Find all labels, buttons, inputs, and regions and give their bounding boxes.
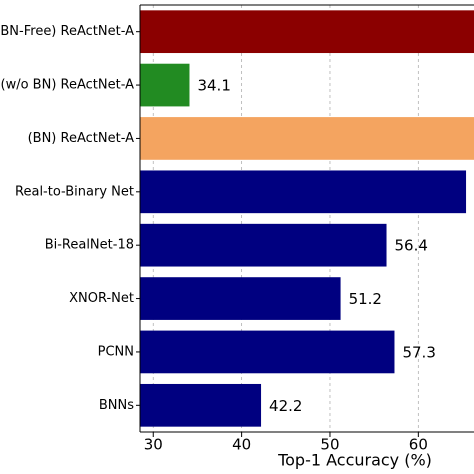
x-tick-label: 50: [320, 436, 339, 454]
value-label: 57.3: [402, 343, 435, 361]
y-tick-label: PCNN: [98, 344, 134, 359]
bar: [140, 383, 262, 427]
x-axis-label: Top-1 Accuracy (%): [277, 451, 432, 470]
x-tick-label: 40: [232, 436, 251, 454]
bar: [140, 10, 474, 54]
bar: [140, 223, 387, 267]
bar: [140, 63, 190, 107]
x-tick-label: 30: [144, 436, 163, 454]
value-label: 56.4: [395, 237, 428, 255]
y-tick-label: (BN) ReActNet-A: [28, 131, 135, 146]
value-label: 34.1: [197, 77, 230, 95]
x-tick-label: 60: [409, 436, 428, 454]
y-tick-label: BN-Free) ReActNet-A: [0, 24, 134, 39]
y-tick-label: XNOR-Net: [69, 291, 134, 306]
y-tick-label: Real-to-Binary Net: [15, 184, 134, 199]
y-tick-label: (w/o BN) ReActNet-A: [1, 78, 135, 93]
y-tick-label: BNNs: [99, 398, 134, 413]
bar: [140, 170, 467, 214]
value-label: 42.2: [269, 397, 302, 415]
bar: [140, 277, 341, 320]
y-tick-label: Bi-RealNet-18: [45, 238, 134, 253]
bar: [140, 117, 474, 160]
bar: [140, 330, 395, 374]
value-label: 51.2: [349, 290, 382, 308]
